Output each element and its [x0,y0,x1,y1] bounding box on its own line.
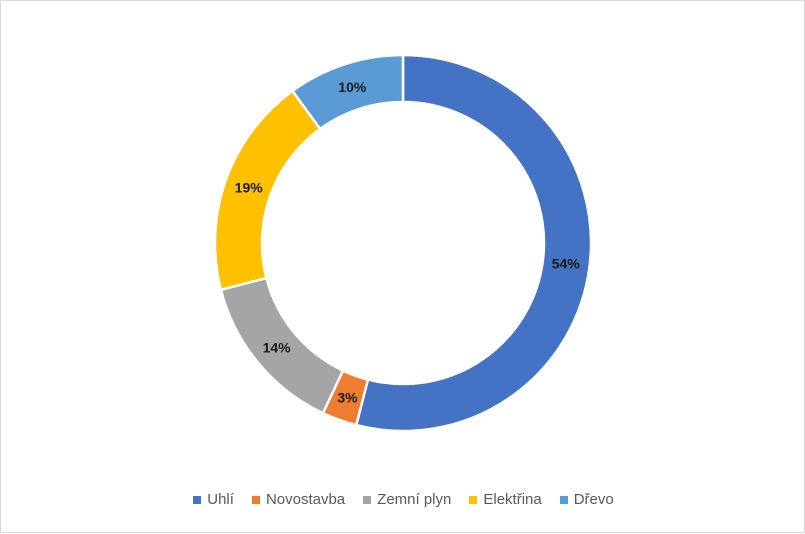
data-label-uhli: 54% [552,256,581,272]
legend-item-drevo: Dřevo [559,491,614,508]
slice-uhli [354,53,593,433]
legend-label: Dřevo [573,491,614,508]
legend: Uhlí Novostavba Zemní plyn Elektřina Dřevo [1,491,805,508]
data-label-drevo: 10% [338,79,367,95]
legend-swatch [193,495,202,504]
legend-item-uhli: Uhlí [193,491,234,508]
legend-label: Uhlí [207,491,234,508]
data-label-novostavba: 3% [337,389,358,405]
legend-swatch [559,495,568,504]
legend-label: Zemní plyn [377,491,452,508]
data-label-elektrina: 19% [235,179,264,195]
legend-item-zemni-plyn: Zemní plyn [363,491,451,508]
legend-swatch [251,495,260,504]
legend-swatch [469,495,478,504]
legend-item-elektrina: Elektřina [469,491,542,508]
legend-swatch [363,495,372,504]
legend-item-novostavba: Novostavba [251,491,346,508]
legend-label: Elektřina [483,491,542,508]
data-label-zemni-plyn: 14% [263,340,292,356]
slice-drevo [290,53,405,131]
slice-elektrina [213,89,322,292]
legend-label: Novostavba [265,491,346,508]
